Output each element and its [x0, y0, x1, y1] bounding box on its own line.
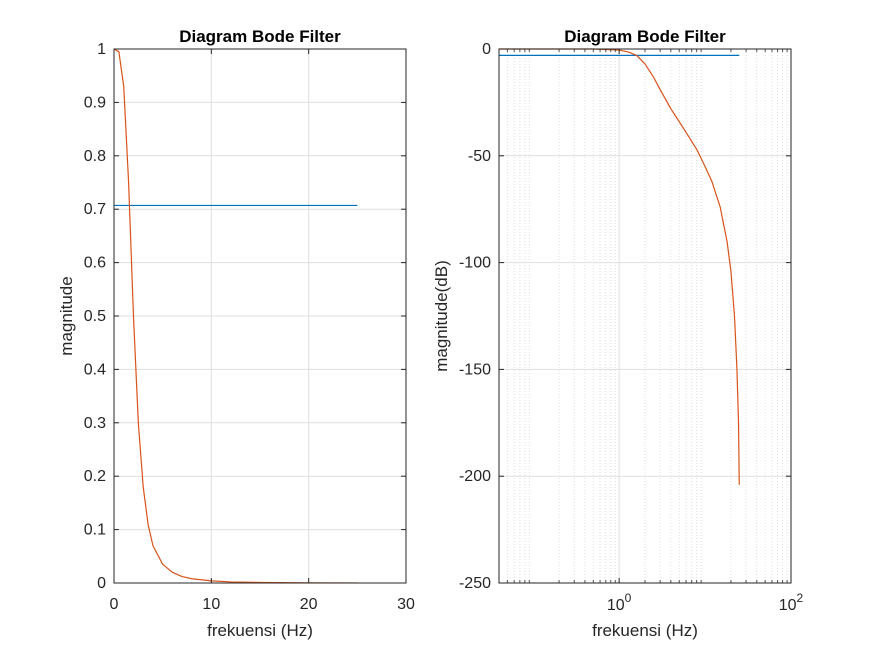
- y-tick-label: 0: [97, 575, 106, 592]
- chart-title: Diagram Bode Filter: [179, 27, 341, 46]
- x-tick-label: 20: [300, 596, 318, 613]
- y-tick-label: 0.9: [84, 94, 106, 111]
- x-axis-label: frekuensi (Hz): [207, 621, 313, 640]
- y-tick-label: 0.2: [84, 468, 106, 485]
- y-tick-label: 0.6: [84, 255, 106, 272]
- y-tick-label: 0.4: [84, 361, 106, 378]
- x-tick-label: 10: [202, 596, 220, 613]
- magnitude-db-axes: 100 102 0 -50 -100 -150 -200 -250 Diagram Bode …: [432, 27, 804, 640]
- x-axis-label: frekuensi (Hz): [592, 621, 698, 640]
- x-tick-label: 30: [397, 596, 415, 613]
- y-tick-label: 0: [482, 41, 491, 58]
- y-tick-label: 1: [97, 41, 106, 58]
- series-line-1: [113, 48, 358, 584]
- y-tick-label: 0.1: [84, 522, 106, 539]
- y-tick-label: -100: [459, 255, 491, 272]
- y-tick-label: -250: [459, 575, 491, 592]
- series-lines: [499, 48, 740, 485]
- chart-title: Diagram Bode Filter: [564, 27, 726, 46]
- magnitude-linear-axes: 0 10 20 30 0 0.1 0.2 0.3 0.4 0.5 0.6 0.7 0.8 0.9 1 Dia…: [57, 27, 415, 640]
- y-tick-label: 0.8: [84, 148, 106, 165]
- y-tick-label: -50: [468, 148, 491, 165]
- tick-labels: 0 10 20 30 0 0.1 0.2 0.3 0.4 0.5 0.6 0.7 0.8 0.9 1: [84, 41, 415, 613]
- x-tick-label: 0: [110, 596, 119, 613]
- y-axis-label: magnitude: [57, 276, 76, 355]
- series-lines: [113, 48, 358, 584]
- tick-marks: [113, 48, 407, 584]
- tick-labels: 100 102 0 -50 -100 -150 -200 -250: [459, 41, 804, 614]
- grid-lines: [114, 49, 406, 583]
- series-line-1: [499, 48, 740, 485]
- grid-lines: [499, 49, 791, 583]
- y-tick-label: 0.3: [84, 415, 106, 432]
- y-axis-label: magnitude(dB): [432, 260, 451, 372]
- tick-marks: [499, 48, 792, 584]
- y-tick-label: 0.5: [84, 308, 106, 325]
- x-tick-label: 102: [779, 591, 804, 614]
- y-tick-label: 0.7: [84, 201, 106, 218]
- y-tick-label: -200: [459, 468, 491, 485]
- y-tick-label: -150: [459, 361, 491, 378]
- x-tick-label: 100: [607, 591, 632, 614]
